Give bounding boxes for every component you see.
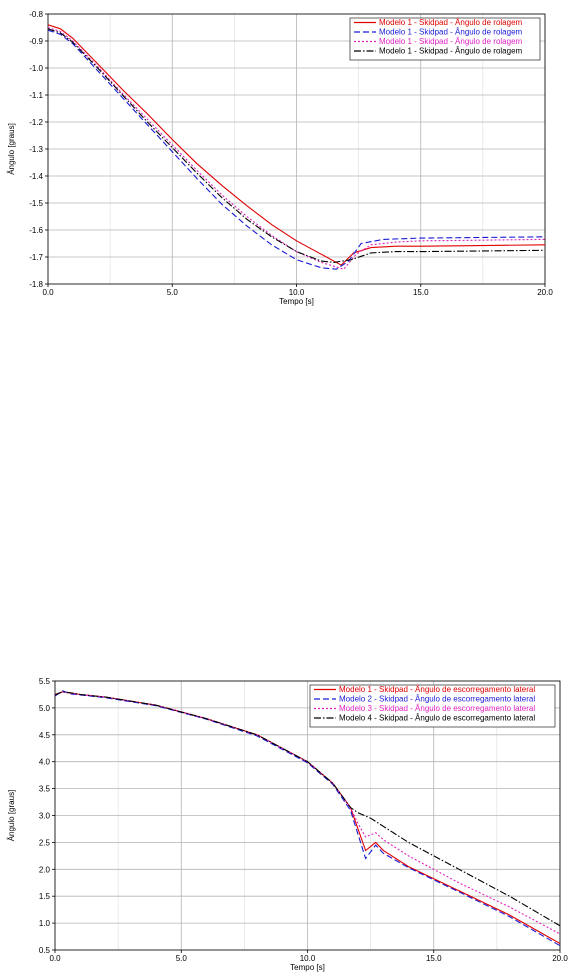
- y-tick-label: -1.6: [29, 226, 43, 235]
- y-axis-label: Ângulo [graus]: [7, 123, 16, 175]
- series-line-4: [48, 28, 545, 263]
- x-tick-label: 5.0: [176, 954, 188, 963]
- x-tick-label: 15.0: [413, 288, 429, 297]
- chart-escorregamento: 0.0 5.0 10.0 15.0 20.0 0.5 1.0 1.5 2.0 2.5 3.0 3.5 4…: [7, 677, 568, 972]
- series-line-2: [48, 29, 545, 270]
- legend-box: [309, 684, 556, 728]
- x-tick-label: 0.0: [42, 288, 54, 297]
- chart-rolagem: 0.0 5.0 10.0 15.0 20.0 -0.8 -0.9 -1.0 -1.1 -1.2 -1…: [7, 10, 553, 306]
- y-tick-label: 2.0: [39, 865, 51, 874]
- y-tick-label: 5.5: [39, 677, 51, 686]
- legend-entry: Modelo 1 - Skidpad - Ângulo de escorrega…: [339, 685, 535, 694]
- series-line-4: [55, 691, 560, 927]
- series-group: [48, 24, 545, 270]
- x-tick-label: 10.0: [289, 288, 305, 297]
- x-tick-label: 15.0: [426, 954, 442, 963]
- legend: Modelo 1 - Skidpad - Ângulo de rolagemMo…: [349, 17, 541, 61]
- y-tick-label: -0.8: [29, 10, 43, 19]
- y-tick-label: 1.0: [39, 919, 51, 928]
- x-tick-label: 0.0: [49, 954, 61, 963]
- x-tick-label: 20.0: [537, 288, 553, 297]
- legend-entry: Modelo 1 - Skidpad - Ângulo de rolagem: [379, 37, 523, 46]
- y-tick-label: 4.5: [39, 731, 51, 740]
- y-tick-label: -1.3: [29, 145, 43, 154]
- legend-entry: Modelo 4 - Skidpad - Ângulo de escorrega…: [339, 714, 535, 723]
- y-tick-label: 2.5: [39, 838, 51, 847]
- y-tick-label: -1.7: [29, 253, 43, 262]
- y-tick-label: 4.0: [39, 758, 51, 767]
- y-tick-label: 1.5: [39, 892, 51, 901]
- legend-entry: Modelo 1 - Skidpad - Ângulo de rolagem: [379, 47, 523, 56]
- y-tick-label: 3.0: [39, 812, 51, 821]
- y-tick-label: -0.9: [29, 37, 43, 46]
- y-tick-label: -1.5: [29, 199, 43, 208]
- series-line-3: [55, 691, 560, 935]
- x-axis-label: Tempo [s]: [279, 297, 314, 306]
- series-line-3: [48, 26, 545, 270]
- x-tick-label: 10.0: [300, 954, 316, 963]
- y-tick-label: -1.0: [29, 64, 43, 73]
- x-tick-label: 20.0: [552, 954, 568, 963]
- legend: Modelo 1 - Skidpad - Ângulo de escorrega…: [309, 684, 556, 728]
- x-axis-label: Tempo [s]: [290, 963, 325, 972]
- y-tick-label: 0.5: [39, 946, 51, 955]
- legend-entry: Modelo 2 - Skidpad - Ângulo de escorrega…: [339, 695, 535, 704]
- y-tick-label: 5.0: [39, 704, 51, 713]
- x-tick-label: 5.0: [167, 288, 179, 297]
- legend-entry: Modelo 1 - Skidpad - Ângulo de rolagem: [379, 28, 523, 37]
- legend-box: [349, 17, 541, 61]
- y-axis-label: Ângulo [graus]: [7, 790, 16, 842]
- legend-entry: Modelo 3 - Skidpad - Ângulo de escorrega…: [339, 704, 535, 713]
- y-tick-label: -1.4: [29, 172, 43, 181]
- y-tick-label: -1.2: [29, 118, 43, 127]
- series-group: [55, 690, 560, 947]
- series-line-1: [48, 24, 545, 266]
- y-tick-label: -1.8: [29, 280, 43, 289]
- y-tick-label: -1.1: [29, 91, 43, 100]
- y-tick-label: 3.5: [39, 785, 51, 794]
- legend-entry: Modelo 1 - Skidpad - Ângulo de rolagem: [379, 18, 523, 27]
